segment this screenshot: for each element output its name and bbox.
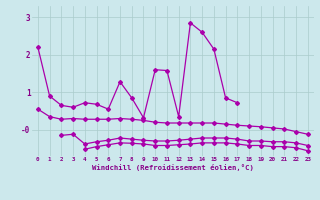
X-axis label: Windchill (Refroidissement éolien,°C): Windchill (Refroidissement éolien,°C) [92, 164, 254, 171]
